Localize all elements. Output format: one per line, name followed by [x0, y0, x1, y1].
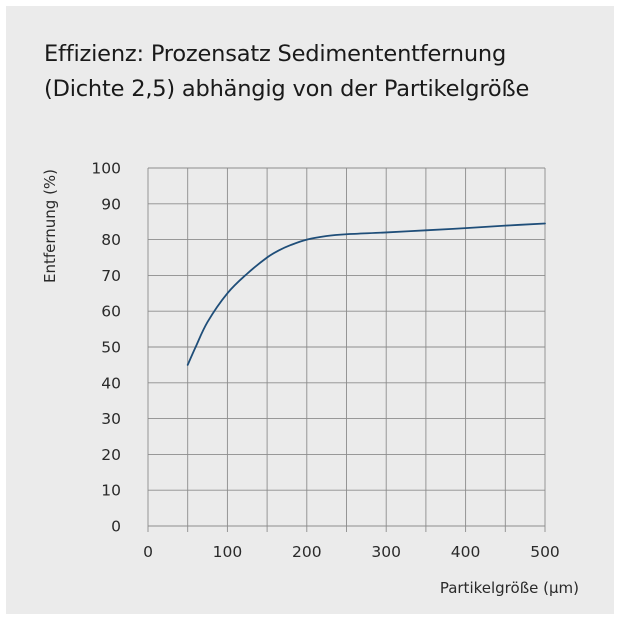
x-tick-label: 300: [371, 543, 401, 561]
chart-title-line-1: Effizienz: Prozensatz Sedimententfernung: [44, 41, 507, 67]
series-line-0: [186, 222, 546, 366]
y-tick-label: 40: [101, 374, 121, 392]
x-tick-label: 500: [530, 543, 560, 561]
y-tick-label: 100: [91, 160, 121, 178]
chart-title-line-2: (Dichte 2,5) abhängig von der Partikelgr…: [44, 76, 530, 102]
y-tick-label: 60: [101, 303, 121, 321]
y-tick-label: 10: [101, 482, 121, 500]
x-tick-label: 0: [143, 543, 153, 561]
x-tick-labels: 0 100 200 300 400 500: [143, 543, 560, 561]
chart-title: Effizienz: Prozensatz Sedimententfernung…: [44, 37, 604, 107]
y-tick-labels: 0 10 20 30 40 50 60 70 80 90 100: [91, 160, 121, 536]
y-tick-label: 0: [111, 518, 121, 536]
series-group: [186, 222, 546, 366]
x-tick-label: 200: [292, 543, 322, 561]
y-tick-label: 50: [101, 339, 121, 357]
y-tick-label: 70: [101, 267, 121, 285]
y-tick-label: 90: [101, 195, 121, 213]
grid: [147, 167, 546, 532]
x-tick-label: 100: [213, 543, 243, 561]
y-axis-label: Entfernung (%): [41, 169, 59, 283]
x-tick-label: 400: [451, 543, 481, 561]
y-tick-label: 30: [101, 410, 121, 428]
y-tick-label: 20: [101, 446, 121, 464]
x-axis-label: Partikelgröße (µm): [440, 579, 579, 597]
y-tick-label: 80: [101, 231, 121, 249]
chart-panel: [6, 6, 614, 614]
